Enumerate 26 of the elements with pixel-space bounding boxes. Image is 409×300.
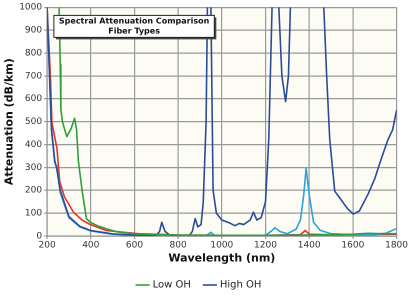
x-tick-label: 1400 xyxy=(298,240,321,251)
y-tick-label: 500 xyxy=(24,117,42,128)
x-tick-label: 800 xyxy=(170,240,188,251)
x-tick-label: 600 xyxy=(126,240,144,251)
x-axis-title: Wavelength (nm) xyxy=(168,251,276,264)
legend-label: Low OH xyxy=(152,280,191,291)
x-tick-label: 1600 xyxy=(341,240,365,251)
y-tick-label: 0 xyxy=(36,231,42,242)
y-tick-label: 100 xyxy=(24,208,42,218)
y-tick-label: 1000 xyxy=(19,2,42,13)
y-tick-label: 700 xyxy=(24,71,42,82)
y-tick-label: 800 xyxy=(24,48,42,58)
x-tick-label: 1800 xyxy=(385,240,408,251)
y-tick-label: 200 xyxy=(24,186,42,196)
text: Fiber Types xyxy=(108,26,160,36)
text: Spectral Attenuation Comparison xyxy=(58,16,210,26)
y-axis-title: Attenuation (dB/km) xyxy=(2,58,16,186)
y-tick-label: 300 xyxy=(24,162,42,173)
y-tick-label: 400 xyxy=(24,140,42,150)
y-tick-label: 600 xyxy=(24,94,42,104)
x-tick-label: 1000 xyxy=(210,240,234,251)
legend-label: High OH xyxy=(220,280,262,291)
x-tick-label: 200 xyxy=(38,240,56,251)
y-tick-label: 900 xyxy=(24,26,42,36)
x-tick-label: 400 xyxy=(82,240,100,251)
x-tick-label: 1200 xyxy=(254,240,278,251)
